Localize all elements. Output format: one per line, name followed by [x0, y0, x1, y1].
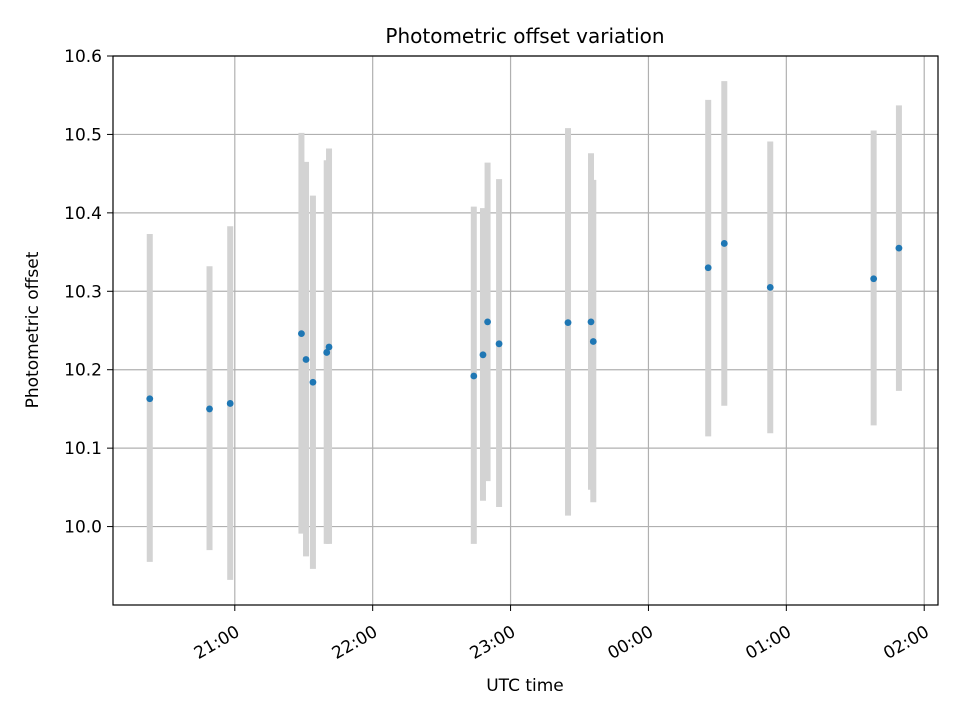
data-point — [302, 356, 310, 363]
data-points — [146, 240, 903, 413]
data-point — [146, 395, 154, 403]
data-point — [298, 330, 305, 338]
data-point — [587, 318, 595, 326]
y-tick-label: 10.1 — [64, 439, 102, 459]
data-point — [895, 244, 903, 252]
data-point — [589, 338, 597, 345]
data-point — [325, 343, 333, 351]
chart-title: Photometric offset variation — [385, 24, 664, 48]
data-point — [309, 378, 317, 386]
data-point — [470, 372, 478, 380]
y-tick-label: 10.3 — [64, 282, 102, 302]
data-point — [226, 400, 234, 407]
data-point — [479, 351, 487, 359]
grid-lines — [113, 55, 938, 605]
y-tick-label: 10.2 — [64, 361, 102, 381]
data-point — [870, 275, 878, 283]
data-point — [720, 240, 728, 247]
data-point — [495, 340, 503, 348]
data-point — [323, 349, 331, 356]
data-point — [704, 264, 712, 272]
data-point — [564, 319, 572, 327]
y-tick-label: 10.6 — [64, 47, 102, 67]
y-tick-label: 10.5 — [64, 125, 102, 145]
data-point — [766, 283, 774, 291]
x-axis-label: UTC time — [486, 676, 564, 696]
axis-ticks: 10.010.110.210.310.410.510.621:00 22:00 23… — [64, 47, 933, 664]
y-axis-label: Photometric offset — [23, 251, 43, 408]
y-tick-label: 10.0 — [64, 518, 102, 538]
y-tick-label: 10.4 — [64, 204, 102, 224]
plot-frame — [112, 55, 939, 606]
data-point — [206, 405, 213, 413]
data-point — [484, 318, 491, 326]
